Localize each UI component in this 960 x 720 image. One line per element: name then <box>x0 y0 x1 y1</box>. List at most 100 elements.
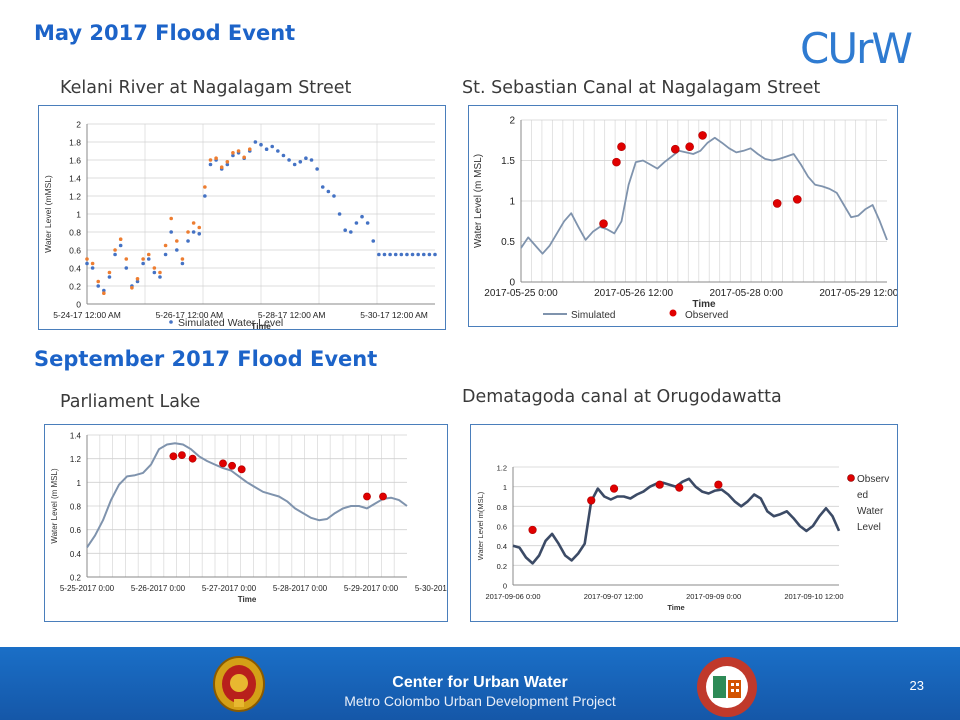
dematagoda-y-tick-label: 0.2 <box>497 562 507 571</box>
dematagoda-legend-marker <box>847 474 855 482</box>
kelani-y-tick-label: 2 <box>76 120 81 130</box>
sebastian-x-tick-label: 2017-05-28 0:00 <box>710 288 784 299</box>
kelani-x-tick-label: 5-26-17 12:00 AM <box>156 310 224 320</box>
kelani-series-0-point <box>399 252 404 257</box>
kelani-series-0-point <box>197 232 202 236</box>
parliament-y-axis-title: Water Level (m MSL) <box>50 468 59 544</box>
dematagoda-x-axis-title: Time <box>667 603 684 612</box>
parliament-y-tick-label: 0.8 <box>70 503 82 512</box>
parliament-x-tick-label: 5-25-2017 0:00 <box>60 584 115 593</box>
kelani-series-0-point <box>85 261 89 266</box>
kelani-series-1-point <box>219 165 224 169</box>
kelani-series-0-point <box>146 257 151 261</box>
parliament-series-1-point <box>178 451 186 460</box>
kelani-legend-marker <box>169 320 173 324</box>
kelani-series-0-point <box>141 261 145 266</box>
kelani-series-1-point <box>175 239 179 243</box>
dematagoda-legend-label: Level <box>857 522 881 533</box>
parliament-x-tick-label: 5-29-2017 0:00 <box>344 584 399 593</box>
sebastian-legend-simulated-label: Simulated <box>571 310 615 321</box>
kelani-series-0-point <box>287 158 291 162</box>
kelani-series-0-point <box>180 261 185 266</box>
kelani-series-0-point <box>304 156 308 160</box>
parliament-y-tick-label: 0.6 <box>70 526 82 535</box>
sri-lanka-emblem-icon <box>213 656 265 712</box>
kelani-series-0-point <box>433 252 437 257</box>
sebastian-y-tick-label: 1.5 <box>501 156 515 167</box>
kelani-y-tick-label: 0 <box>76 300 81 310</box>
sebastian-series-1-point <box>698 131 707 140</box>
sebastian-series-1-point <box>685 142 694 152</box>
parliament-series-1-point <box>169 452 178 461</box>
sebastian-y-tick-label: 2 <box>509 116 515 127</box>
parliament-x-tick-label: 5-28-2017 0:00 <box>273 584 328 593</box>
kelani-y-tick-label: 1.8 <box>69 138 81 148</box>
kelani-series-0-point <box>354 221 359 225</box>
dematagoda-series-1-point <box>675 483 684 492</box>
kelani-series-0-point <box>186 239 190 243</box>
dematagoda-y-tick-label: 1 <box>503 483 507 492</box>
parliament-x-tick-label: 5-26-2017 0:00 <box>131 584 186 593</box>
kelani-series-0-point <box>124 266 129 270</box>
kelani-series-1-point <box>113 248 117 252</box>
parliament-x-tick-label: 5-27-2017 0:00 <box>202 584 257 593</box>
kelani-series-1-point <box>85 257 89 261</box>
dematagoda-series-0-line <box>512 477 841 565</box>
sebastian-y-tick-label: 0 <box>509 278 515 289</box>
dematagoda-series-1-point <box>714 480 723 489</box>
kelani-series-1-point <box>96 279 101 284</box>
kelani-y-axis-title: Water Level (mMSL) <box>43 175 53 253</box>
parliament-series-1-point <box>379 492 387 501</box>
parliament-series-0-line <box>86 442 408 548</box>
kelani-series-1-point <box>130 286 134 290</box>
parliament-series-1-point <box>219 459 227 468</box>
footer-bar: Center for Urban Water Metro Colombo Urb… <box>0 647 960 720</box>
september-event-title: September 2017 Flood Event <box>34 347 378 371</box>
curw-logo: CUrW <box>800 24 913 73</box>
kelani-series-0-point <box>388 252 392 257</box>
kelani-series-1-point <box>158 270 162 275</box>
kelani-series-1-point <box>180 257 185 261</box>
kelani-chart: 0 0.2 0.4 0.6 0.8 1 1.2 1.4 1.6 1.8 2 5-24-17 12:00… <box>43 120 437 329</box>
kelani-series-0-point <box>231 153 235 158</box>
sebastian-x-tick-label: 2017-05-29 12:00 <box>819 288 897 299</box>
dematagoda-x-tick-label: 2017-09-10 12:00 <box>784 592 843 601</box>
sebastian-x-tick-label: 2017-05-25 0:00 <box>484 288 558 299</box>
kelani-series-1-point <box>141 257 145 261</box>
kelani-series-1-point <box>208 158 213 162</box>
kelani-y-tick-label: 1.4 <box>69 174 81 184</box>
dematagoda-legend-label: Observ <box>857 474 889 485</box>
kelani-y-tick-label: 1.2 <box>69 192 81 202</box>
dematagoda-chart: 0 0.2 0.4 0.6 0.8 1 1.2 2017-09-06 0:00 2017-09-… <box>476 464 889 613</box>
kelani-series-0-point <box>315 167 319 171</box>
kelani-series-0-point <box>203 194 207 198</box>
dematagoda-y-tick-label: 0.6 <box>497 523 507 532</box>
kelani-y-tick-label: 1.6 <box>69 156 81 166</box>
kelani-series-1-point <box>135 277 140 281</box>
sebastian-series-1-point <box>670 144 680 154</box>
sebastian-x-axis-title: Time <box>692 299 716 310</box>
may-event-title: May 2017 Flood Event <box>34 21 296 45</box>
sebastian-legend-observed-label: Observed <box>685 310 728 321</box>
parliament-chart-panel: 0.2 0.4 0.6 0.8 1 1.2 1.4 5-25-2017 0:00 5-26-20… <box>44 424 448 622</box>
parliament-y-tick-label: 1.4 <box>70 432 82 441</box>
kelani-series-1-point <box>242 155 246 160</box>
sebastian-series-1-point <box>772 199 782 208</box>
kelani-series-0-point <box>332 194 336 198</box>
kelani-y-tick-label: 0.8 <box>69 228 81 238</box>
parliament-series-1-point <box>363 492 371 501</box>
kelani-series-1-point <box>197 225 202 230</box>
sebastian-series-1-point <box>792 195 802 204</box>
kelani-series-1-point <box>102 291 106 295</box>
kelani-series-0-point <box>96 284 101 288</box>
kelani-series-0-point <box>360 214 364 219</box>
dematagoda-chart-panel: 0 0.2 0.4 0.6 0.8 1 1.2 2017-09-06 0:00 2017-09-… <box>470 424 898 622</box>
kelani-series-0-point <box>405 252 409 257</box>
kelani-series-0-point <box>90 266 95 270</box>
kelani-chart-panel: 0 0.2 0.4 0.6 0.8 1 1.2 1.4 1.6 1.8 2 5-24-17 12:00… <box>38 105 446 330</box>
kelani-series-0-point <box>276 149 280 153</box>
kelani-y-tick-label: 0.2 <box>69 282 81 292</box>
sebastian-legend-observed-marker <box>669 309 677 317</box>
kelani-x-tick-label: 5-24-17 12:00 AM <box>53 310 121 320</box>
kelani-series-0-point <box>410 252 415 257</box>
